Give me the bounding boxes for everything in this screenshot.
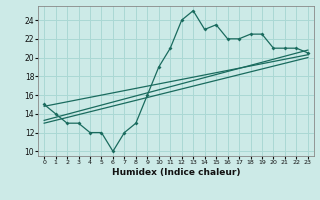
X-axis label: Humidex (Indice chaleur): Humidex (Indice chaleur) <box>112 168 240 177</box>
